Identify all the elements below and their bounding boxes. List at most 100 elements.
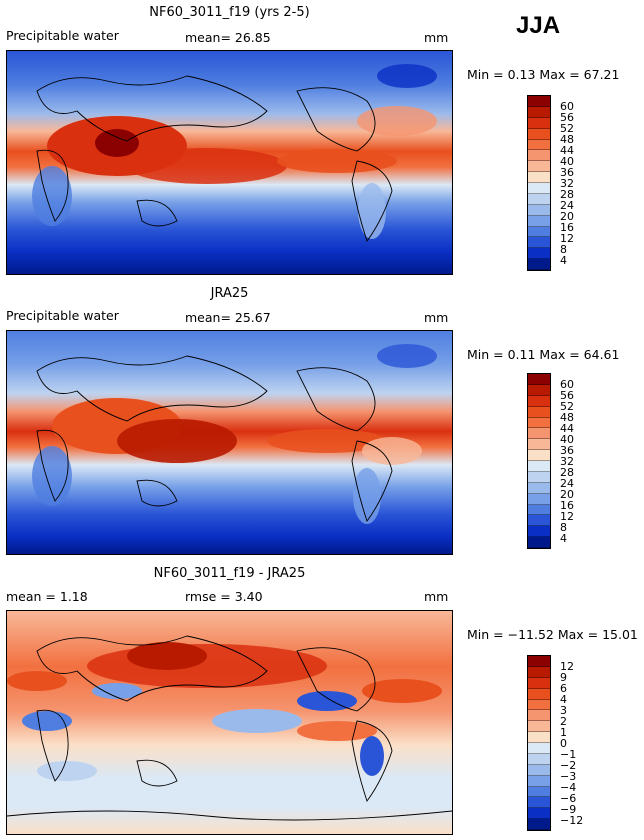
colorbar-swatch [528,786,550,798]
colorbar-tick-label: 4 [560,531,567,545]
colorbar-tick-label: 12 [560,659,574,673]
colorbar-tick-label: 44 [560,421,574,435]
panel-3-mean: mean = 1.18 [6,589,88,604]
colorbar-swatch [528,732,550,743]
panel-2-map-field [7,331,452,554]
panel-2-unit: mm [424,310,449,325]
panel-1-variable-label: Precipitable water [6,28,119,43]
colorbar-swatch [528,666,550,678]
colorbar-swatch [528,699,550,711]
colorbar-tick-label: 8 [560,242,567,256]
colorbar-tick-label: −4 [560,780,577,794]
panel-2-mean: mean= 25.67 [185,310,271,325]
colorbar-swatch [528,204,550,216]
colorbar-swatch [528,819,550,830]
panel-2-map [6,330,453,555]
panel-3-unit: mm [424,589,449,604]
colorbar-tick-label: 52 [560,399,574,413]
colorbar-swatch [528,96,550,107]
panel-1-map [6,50,453,275]
colorbar-tick-label: 20 [560,487,574,501]
panel-2-colorbar [527,373,551,549]
colorbar-swatch [528,215,550,227]
panel-3-colorbar [527,655,551,831]
colorbar-swatch [528,493,550,505]
colorbar-tick-label: 44 [560,143,574,157]
colorbar-swatch [528,384,550,396]
colorbar-swatch [528,775,550,787]
panel-3-map-field [7,611,452,834]
season-label: JJA [516,12,561,39]
colorbar-tick-label: 60 [560,377,574,391]
colorbar-swatch [528,753,550,765]
colorbar-swatch [528,764,550,776]
colorbar-swatch [528,395,550,407]
colorbar-swatch [528,428,550,440]
colorbar-tick-label: 40 [560,154,574,168]
colorbar-tick-label: 1 [560,725,567,739]
colorbar-swatch [528,504,550,516]
colorbar-swatch [528,450,550,461]
colorbar-swatch [528,797,550,809]
colorbar-tick-label: 32 [560,454,574,468]
colorbar-tick-label: 9 [560,670,567,684]
colorbar-swatch [528,677,550,689]
panel-1-colorbar [527,95,551,271]
colorbar-tick-label: 36 [560,165,574,179]
colorbar-tick-label: −3 [560,769,577,783]
colorbar-swatch [528,526,550,538]
colorbar-tick-label: 36 [560,443,574,457]
colorbar-tick-label: −6 [560,791,577,805]
colorbar-tick-label: 24 [560,476,574,490]
colorbar-tick-label: 20 [560,209,574,223]
panel-3-title: NF60_3011_f19 - JRA25 [153,566,306,581]
panel-2-title: JRA25 [210,286,249,301]
colorbar-tick-label: 56 [560,388,574,402]
colorbar-swatch [528,721,550,733]
colorbar-swatch [528,515,550,527]
colorbar-swatch [528,106,550,118]
colorbar-swatch [528,710,550,722]
colorbar-swatch [528,139,550,151]
colorbar-swatch [528,259,550,270]
colorbar-swatch [528,482,550,494]
panel-2-variable-label: Precipitable water [6,308,119,323]
colorbar-swatch [528,688,550,700]
colorbar-tick-label: 4 [560,253,567,267]
colorbar-swatch [528,808,550,820]
panel-1-mean: mean= 26.85 [185,30,271,45]
colorbar-tick-label: −2 [560,758,577,772]
colorbar-tick-label: 16 [560,498,574,512]
colorbar-tick-label: 4 [560,692,567,706]
colorbar-swatch [528,172,550,183]
colorbar-swatch [528,248,550,260]
panel-3-minmax: Min = −11.52 Max = 15.01 [467,627,638,642]
colorbar-swatch [528,439,550,451]
colorbar-tick-label: 56 [560,110,574,124]
colorbar-swatch [528,161,550,173]
colorbar-swatch [528,117,550,129]
colorbar-swatch [528,183,550,194]
panel-3-rmse: rmse = 3.40 [185,589,263,604]
colorbar-tick-label: 60 [560,99,574,113]
colorbar-tick-label: 0 [560,736,567,750]
panel-1-map-field [7,51,452,274]
colorbar-tick-label: 52 [560,121,574,135]
colorbar-tick-label: 24 [560,198,574,212]
colorbar-tick-label: −1 [560,747,577,761]
colorbar-swatch [528,128,550,140]
colorbar-tick-label: 16 [560,220,574,234]
colorbar-tick-label: 12 [560,509,574,523]
colorbar-swatch [528,406,550,418]
colorbar-tick-label: −12 [560,813,584,827]
colorbar-tick-label: 6 [560,681,567,695]
panel-1-minmax: Min = 0.13 Max = 67.21 [467,67,620,82]
colorbar-swatch [528,656,550,667]
colorbar-tick-label: 28 [560,465,574,479]
colorbar-swatch [528,743,550,754]
panel-1-title: NF60_3011_f19 (yrs 2-5) [149,5,310,20]
colorbar-swatch [528,417,550,429]
panel-3-map [6,610,453,835]
colorbar-tick-label: 40 [560,432,574,446]
colorbar-swatch [528,150,550,162]
